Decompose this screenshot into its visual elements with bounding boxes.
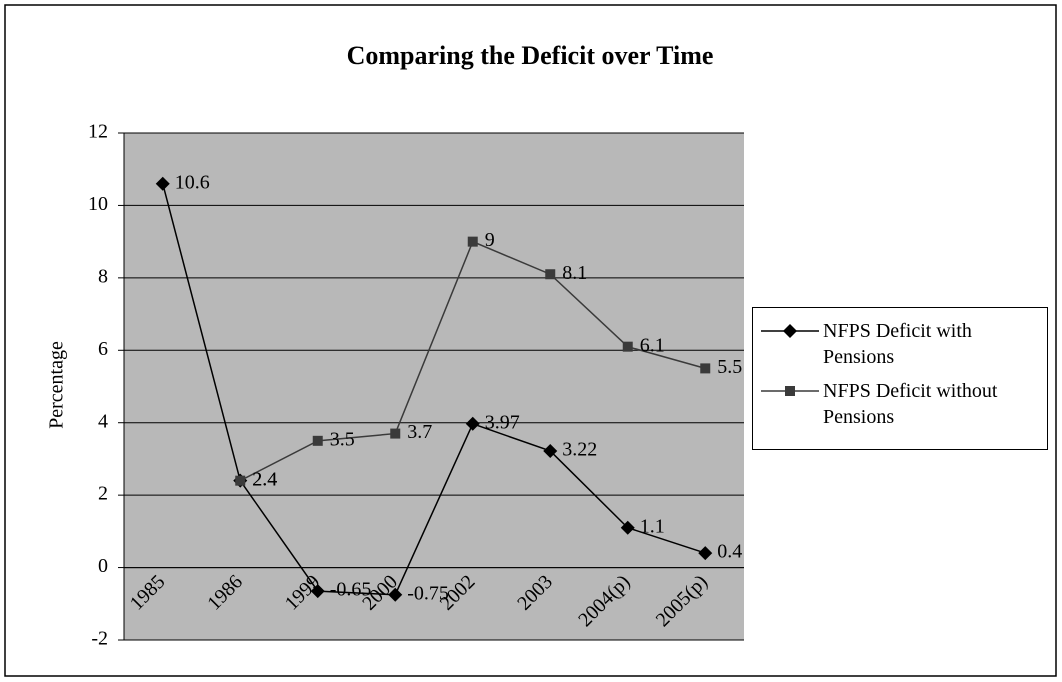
data-label: -0.75 [407, 582, 449, 604]
point [310, 584, 325, 599]
data-label: 8.1 [562, 262, 587, 284]
data-label: 3.22 [562, 439, 597, 461]
data-label: 0.4 [717, 541, 742, 563]
point [622, 341, 633, 352]
data-label: 1.1 [640, 515, 665, 537]
legend-marker [785, 386, 795, 396]
point [155, 176, 170, 191]
point [235, 475, 246, 486]
y-tick-label: 10 [88, 193, 108, 215]
plot-area [124, 133, 744, 640]
point [545, 269, 556, 280]
data-label: 3.5 [330, 428, 355, 450]
y-tick-label: 2 [98, 483, 108, 505]
y-axis-label: Percentage [46, 341, 68, 429]
point [388, 587, 403, 602]
series-line [162, 183, 706, 596]
y-tick-label: -2 [91, 628, 108, 650]
legend-label: NFPS Deficit with Pensions [823, 320, 972, 368]
data-label: 3.7 [407, 421, 432, 443]
point [543, 443, 558, 458]
point [312, 435, 323, 446]
data-label: 3.97 [485, 411, 520, 433]
data-label: 10.6 [175, 171, 210, 193]
data-label: 2.4 [252, 468, 277, 490]
point [465, 416, 480, 431]
legend-entry: NFPS Deficit with Pensions [757, 318, 1043, 370]
point [698, 546, 713, 561]
y-tick-label: 8 [98, 265, 108, 287]
point [700, 363, 711, 374]
y-tick-label: 4 [98, 410, 108, 432]
legend-swatch [761, 386, 819, 396]
data-label: -0.65 [330, 579, 372, 601]
point [390, 428, 401, 439]
legend-swatch [761, 324, 819, 338]
chart-title: Comparing the Deficit over Time [347, 41, 714, 70]
data-label: 9 [485, 229, 495, 251]
legend: NFPS Deficit with Pensions NFPS Deficit w… [752, 307, 1048, 450]
legend-marker [783, 324, 797, 338]
legend-entry: NFPS Deficit without Pensions [757, 378, 1043, 430]
y-tick-label: 6 [98, 338, 108, 360]
data-label: 5.5 [717, 356, 742, 378]
y-tick-label: 12 [88, 121, 108, 143]
y-tick-label: 0 [98, 555, 108, 577]
legend-label: NFPS Deficit without Pensions [823, 380, 998, 428]
data-label: 6.1 [640, 334, 665, 356]
point [620, 520, 635, 535]
data-label: 2.4 [252, 468, 277, 490]
point [467, 236, 478, 247]
